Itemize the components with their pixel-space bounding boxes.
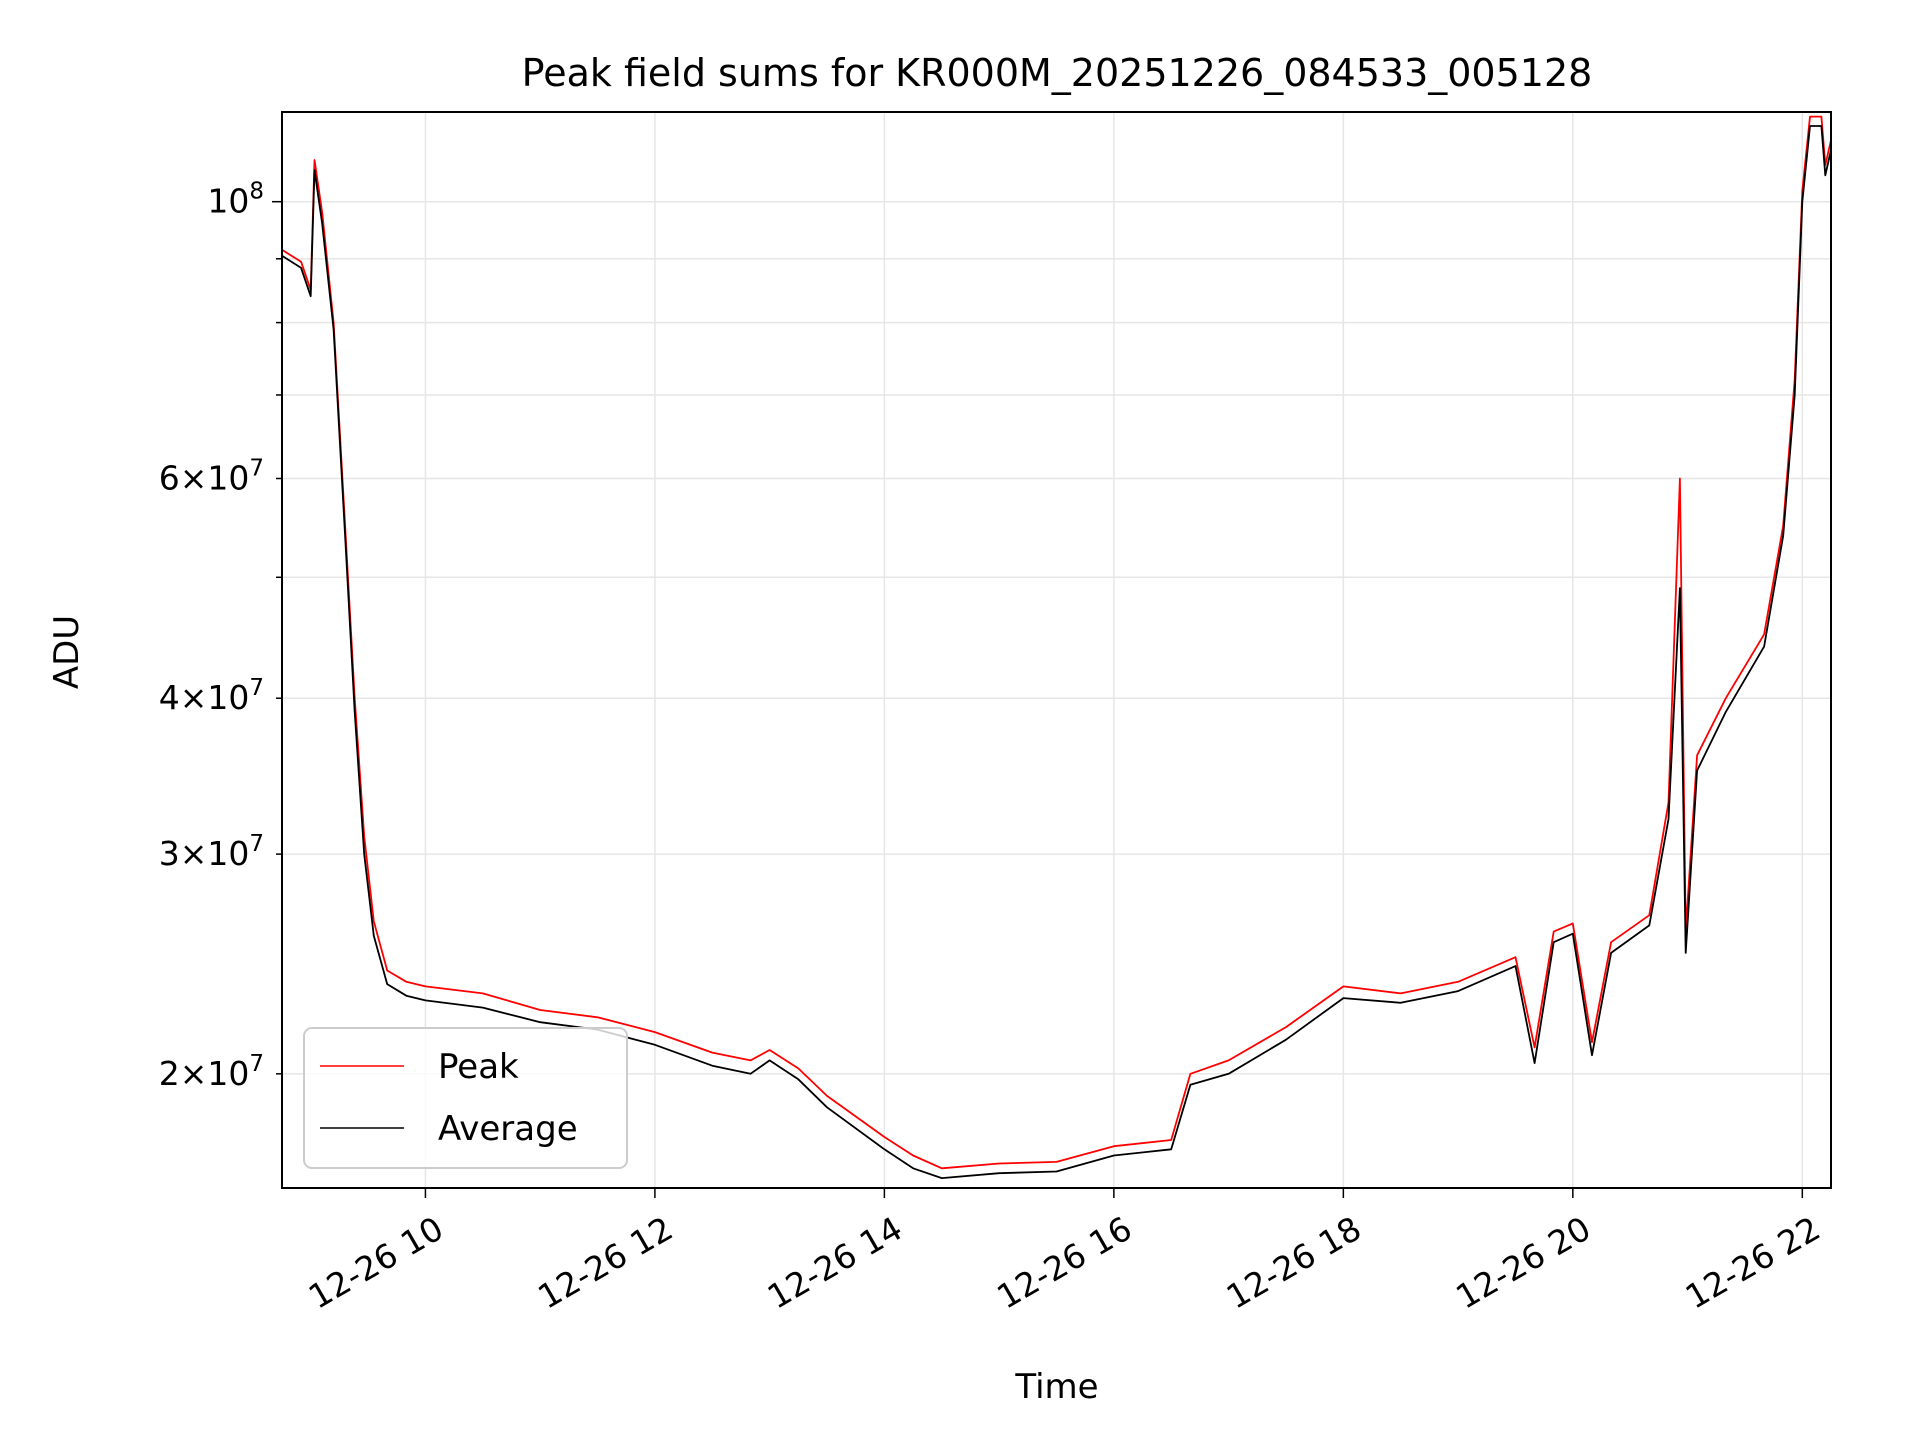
y-tick-label: 4×107: [159, 675, 264, 717]
legend-label-average: Average: [438, 1109, 578, 1149]
x-axis-label: Time: [1014, 1367, 1098, 1407]
y-axis-label: ADU: [47, 615, 87, 689]
data-series: [281, 115, 1832, 1179]
chart-title: Peak field sums for KR000M_20251226_0845…: [522, 51, 1593, 95]
y-tick-label: 3×107: [159, 831, 264, 873]
y-tick-label: 108: [207, 179, 264, 221]
legend-label-peak: Peak: [438, 1047, 519, 1087]
y-tick-label: 6×107: [159, 455, 264, 497]
grid-lines: [282, 112, 1831, 1188]
y-axis: 2×107 3×107 4×107 6×107 108: [159, 179, 282, 1093]
series-line-peak: [281, 115, 1832, 1170]
legend-box: [303, 1027, 628, 1169]
y-tick-label: 2×107: [159, 1051, 264, 1093]
plot-frame: [281, 111, 1832, 1189]
legend: Peak Average: [303, 1027, 628, 1169]
series-line-average: [281, 125, 1832, 1179]
